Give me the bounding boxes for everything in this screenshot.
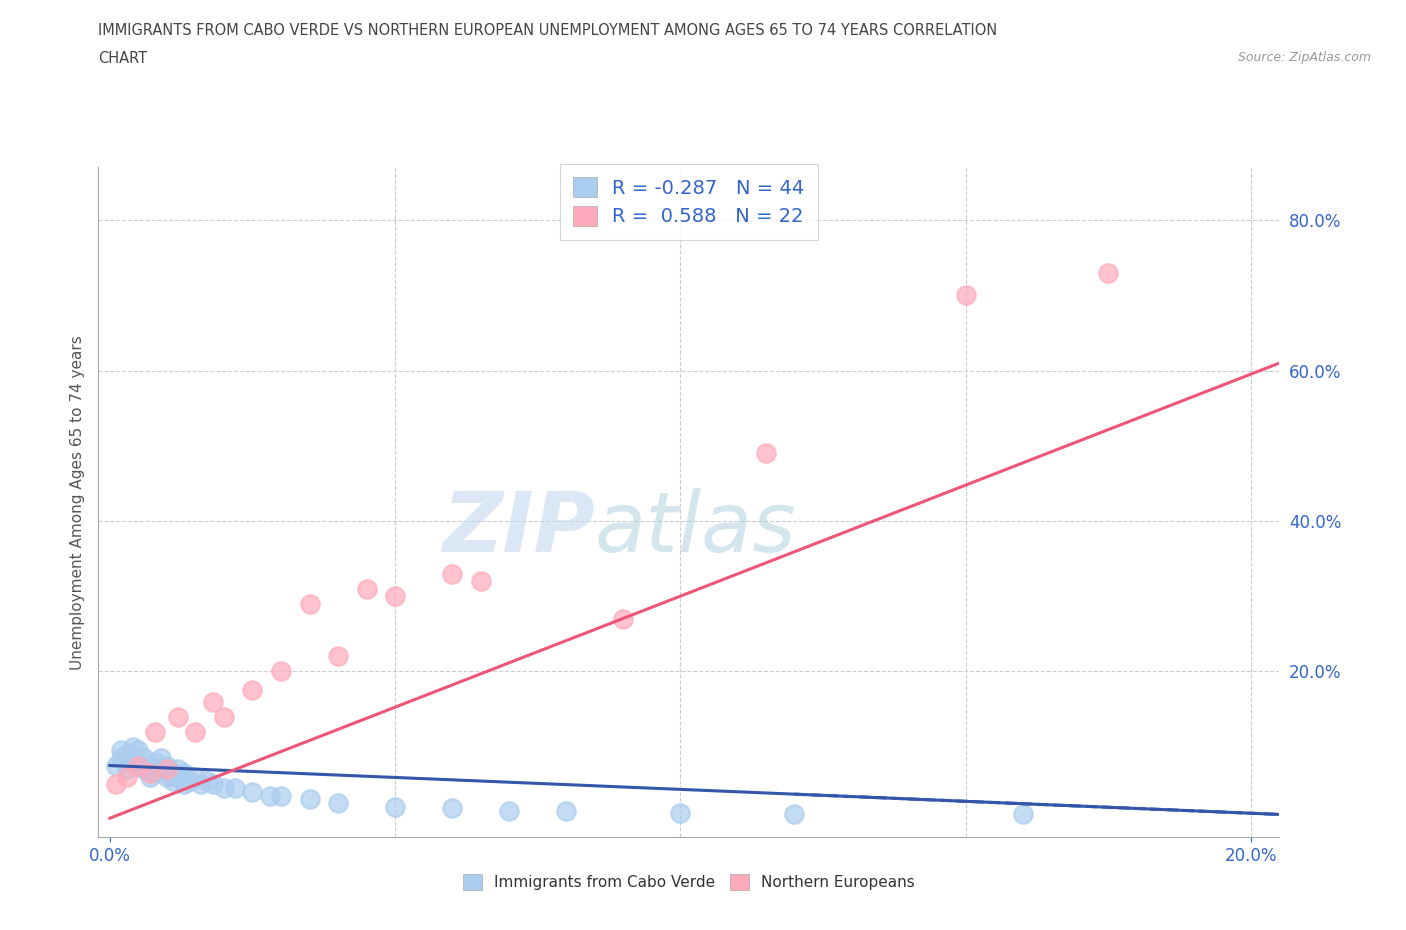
Point <box>115 747 138 762</box>
Y-axis label: Unemployment Among Ages 65 to 74 years: Unemployment Among Ages 65 to 74 years <box>69 335 84 670</box>
Point <box>145 754 167 769</box>
Point <box>201 777 224 791</box>
Point <box>145 765 167 780</box>
Point <box>669 805 692 820</box>
Point <box>150 762 173 777</box>
Point <box>441 801 464 816</box>
Point <box>326 649 349 664</box>
Point <box>110 743 132 758</box>
Point <box>139 765 162 780</box>
Point <box>1011 807 1033 822</box>
Text: atlas: atlas <box>595 488 796 569</box>
Point <box>156 762 179 777</box>
Point <box>162 773 184 788</box>
Point <box>167 769 190 784</box>
Point <box>167 710 190 724</box>
Point <box>132 751 155 765</box>
Point <box>173 777 195 791</box>
Point <box>184 724 207 739</box>
Point <box>139 769 162 784</box>
Point <box>156 758 179 773</box>
Point <box>150 751 173 765</box>
Point <box>162 765 184 780</box>
Text: ZIP: ZIP <box>441 488 595 569</box>
Point <box>955 288 977 303</box>
Point <box>224 780 246 795</box>
Point <box>132 762 155 777</box>
Legend: Immigrants from Cabo Verde, Northern Europeans: Immigrants from Cabo Verde, Northern Eur… <box>457 868 921 897</box>
Point <box>298 596 321 611</box>
Point <box>167 762 190 777</box>
Point <box>384 589 406 604</box>
Point <box>212 780 235 795</box>
Point <box>110 751 132 765</box>
Point <box>145 724 167 739</box>
Point <box>121 739 143 754</box>
Point <box>1097 265 1119 280</box>
Point <box>184 769 207 784</box>
Point <box>242 784 264 799</box>
Point <box>212 710 235 724</box>
Point <box>384 800 406 815</box>
Point <box>121 754 143 769</box>
Point <box>195 773 218 788</box>
Point <box>139 758 162 773</box>
Text: Source: ZipAtlas.com: Source: ZipAtlas.com <box>1237 51 1371 64</box>
Point <box>498 804 520 818</box>
Point <box>470 574 492 589</box>
Point <box>127 758 149 773</box>
Point <box>298 792 321 807</box>
Point <box>127 743 149 758</box>
Point <box>156 769 179 784</box>
Point <box>201 694 224 709</box>
Point <box>242 683 264 698</box>
Point <box>441 566 464 581</box>
Point <box>179 773 201 788</box>
Point <box>173 765 195 780</box>
Text: IMMIGRANTS FROM CABO VERDE VS NORTHERN EUROPEAN UNEMPLOYMENT AMONG AGES 65 TO 74: IMMIGRANTS FROM CABO VERDE VS NORTHERN E… <box>98 23 998 38</box>
Point <box>115 769 138 784</box>
Point <box>190 777 212 791</box>
Point <box>270 789 292 804</box>
Point <box>612 611 634 626</box>
Point <box>326 796 349 811</box>
Point <box>270 664 292 679</box>
Text: CHART: CHART <box>98 51 148 66</box>
Point <box>555 804 578 818</box>
Point <box>356 581 378 596</box>
Point <box>104 777 127 791</box>
Point <box>115 762 138 777</box>
Point <box>127 758 149 773</box>
Point <box>755 445 778 460</box>
Point <box>783 807 806 822</box>
Point <box>259 789 281 804</box>
Point <box>104 758 127 773</box>
